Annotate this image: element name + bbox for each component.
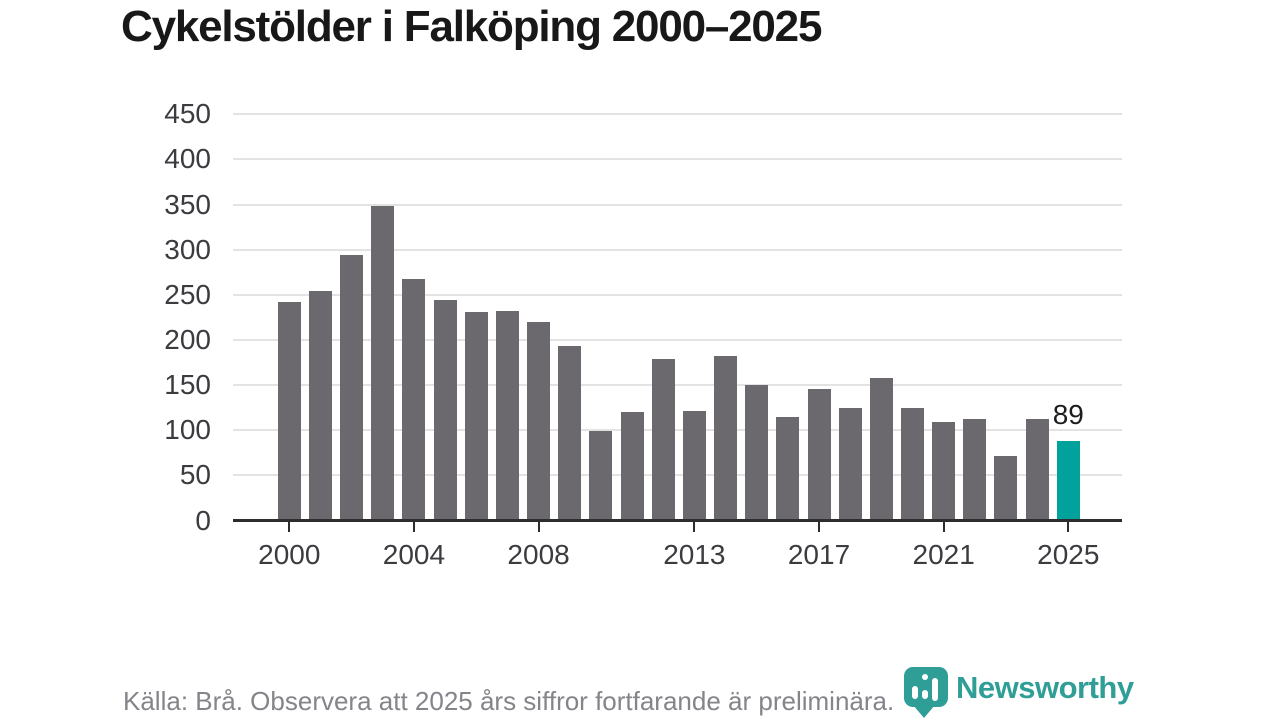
x-axis-label-2008: 2008 bbox=[507, 539, 570, 570]
bar-2006 bbox=[464, 312, 488, 521]
logo-bar-middle bbox=[922, 690, 928, 699]
bar-2007 bbox=[495, 310, 519, 521]
bar-2018 bbox=[838, 408, 862, 521]
y-axis-label-250: 250 bbox=[164, 278, 211, 310]
logo-bubble-tail bbox=[913, 705, 935, 718]
bar-2004 bbox=[402, 279, 426, 521]
gridline-150 bbox=[233, 384, 1122, 387]
x-axis-tick-2021 bbox=[942, 522, 945, 532]
x-axis-label-2025: 2025 bbox=[1037, 539, 1100, 570]
highlight-value-label: 89 bbox=[1052, 398, 1084, 430]
y-axis-label-300: 300 bbox=[164, 233, 211, 265]
bar-2008 bbox=[527, 321, 551, 521]
y-axis-label-400: 400 bbox=[164, 143, 211, 175]
x-axis-tick-2013 bbox=[693, 522, 696, 532]
gridline-450 bbox=[233, 113, 1122, 116]
source-note: Källa: Brå. Observera att 2025 års siffr… bbox=[123, 686, 895, 716]
logo-bar-right bbox=[932, 678, 938, 701]
bar-2024 bbox=[1025, 418, 1049, 521]
bar-2021 bbox=[932, 421, 956, 521]
gridline-400 bbox=[233, 158, 1122, 161]
y-axis-label-50: 50 bbox=[179, 459, 211, 491]
gridline-50 bbox=[233, 474, 1122, 477]
logo-dot bbox=[922, 674, 928, 680]
bar-2009 bbox=[558, 345, 582, 521]
bar-2002 bbox=[340, 254, 364, 521]
bar-2016 bbox=[776, 417, 800, 521]
bar-2003 bbox=[371, 205, 395, 521]
bar-2013 bbox=[682, 410, 706, 521]
x-axis-label-2004: 2004 bbox=[382, 539, 446, 570]
x-axis-label-2000: 2000 bbox=[258, 539, 321, 570]
bar-2000 bbox=[277, 301, 301, 521]
bar-2022 bbox=[963, 418, 987, 521]
bar-2005 bbox=[433, 299, 457, 521]
bar-2023 bbox=[994, 456, 1018, 521]
y-axis-label-100: 100 bbox=[164, 414, 211, 446]
x-axis-label-2013: 2013 bbox=[663, 539, 726, 570]
gridline-350 bbox=[233, 203, 1122, 206]
y-axis-label-150: 150 bbox=[164, 369, 211, 401]
bar-2020 bbox=[901, 408, 924, 521]
x-axis-tick-2025 bbox=[1067, 522, 1070, 532]
x-axis-tick-2004 bbox=[412, 522, 415, 532]
bar-2017 bbox=[807, 389, 831, 521]
x-axis-tick-2008 bbox=[537, 522, 540, 532]
bar-2019 bbox=[869, 378, 893, 521]
chart-title: Cykelstölder i Falköping 2000–2025 bbox=[121, 2, 822, 51]
bar-2010 bbox=[589, 430, 613, 521]
gridline-200 bbox=[233, 338, 1122, 341]
y-axis-label-0: 0 bbox=[195, 504, 211, 536]
bar-2025 bbox=[1056, 440, 1080, 521]
y-axis-label-450: 450 bbox=[164, 98, 211, 130]
x-axis-tick-2000 bbox=[288, 522, 291, 532]
x-axis-line bbox=[233, 519, 1122, 522]
logo-bar-left bbox=[912, 686, 918, 699]
newsworthy-bubble-barchart-icon bbox=[904, 667, 948, 707]
bar-2014 bbox=[714, 355, 738, 521]
gridline-100 bbox=[233, 429, 1122, 432]
x-axis-tick-2017 bbox=[818, 522, 821, 532]
bar-2011 bbox=[620, 411, 644, 521]
y-axis-label-200: 200 bbox=[164, 323, 211, 355]
gridline-250 bbox=[233, 293, 1122, 296]
bar-2015 bbox=[745, 384, 769, 521]
bar-2012 bbox=[651, 358, 675, 521]
newsworthy-wordmark: Newsworthy bbox=[956, 670, 1134, 705]
y-axis-label-350: 350 bbox=[164, 188, 211, 220]
x-axis-label-2021: 2021 bbox=[912, 539, 975, 570]
bar-2001 bbox=[308, 290, 332, 521]
gridline-300 bbox=[233, 248, 1122, 251]
x-axis-label-2017: 2017 bbox=[787, 539, 851, 570]
